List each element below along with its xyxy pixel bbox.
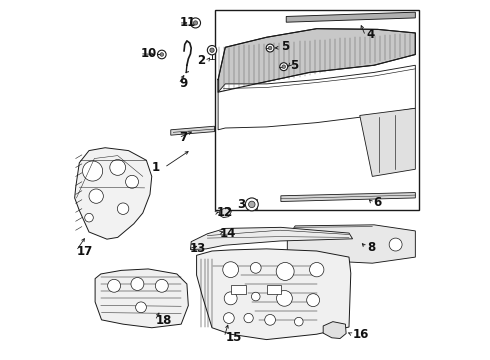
Bar (231, 285, 245, 294)
Polygon shape (74, 148, 152, 239)
Circle shape (251, 292, 260, 301)
Circle shape (389, 238, 402, 251)
Text: 4: 4 (367, 28, 375, 41)
Circle shape (155, 279, 168, 292)
Circle shape (276, 262, 294, 280)
Bar (215, 10, 419, 211)
Circle shape (244, 314, 253, 323)
Circle shape (125, 175, 139, 188)
Polygon shape (323, 321, 346, 338)
Circle shape (310, 262, 324, 277)
Circle shape (224, 292, 237, 305)
Polygon shape (218, 65, 416, 130)
Text: 9: 9 (180, 77, 188, 90)
Circle shape (194, 21, 197, 25)
Text: 12: 12 (216, 207, 233, 220)
Circle shape (223, 313, 234, 323)
Circle shape (266, 44, 274, 52)
Circle shape (82, 161, 102, 181)
Text: 5: 5 (281, 40, 289, 53)
Circle shape (160, 53, 164, 56)
Circle shape (269, 46, 272, 50)
Circle shape (85, 213, 93, 222)
Circle shape (207, 45, 217, 55)
Text: 7: 7 (180, 131, 188, 144)
Polygon shape (95, 269, 188, 328)
Text: 3: 3 (238, 198, 245, 211)
Polygon shape (171, 126, 215, 135)
Text: 17: 17 (77, 244, 94, 257)
Circle shape (131, 278, 144, 291)
Text: 14: 14 (220, 226, 236, 239)
Text: 16: 16 (353, 328, 369, 341)
Text: 10: 10 (141, 47, 157, 60)
Bar (267, 285, 281, 294)
Polygon shape (281, 193, 416, 202)
Polygon shape (191, 227, 353, 249)
Circle shape (223, 262, 239, 278)
Polygon shape (218, 29, 416, 92)
Text: 13: 13 (190, 242, 206, 255)
Circle shape (280, 63, 288, 71)
Circle shape (250, 262, 261, 273)
Text: 1: 1 (151, 161, 160, 174)
Polygon shape (219, 208, 231, 218)
Circle shape (110, 159, 125, 175)
Circle shape (191, 18, 200, 28)
Polygon shape (360, 108, 416, 176)
Circle shape (276, 291, 293, 306)
Text: 11: 11 (180, 17, 196, 30)
Text: 5: 5 (290, 59, 298, 72)
Text: 2: 2 (196, 54, 205, 67)
Text: 18: 18 (156, 314, 172, 327)
Circle shape (157, 50, 166, 59)
Circle shape (265, 315, 275, 325)
Circle shape (294, 318, 303, 326)
Text: 15: 15 (225, 330, 242, 343)
Circle shape (210, 48, 214, 52)
Circle shape (108, 279, 121, 292)
Polygon shape (196, 249, 351, 339)
Circle shape (117, 203, 129, 215)
Circle shape (307, 294, 319, 307)
Text: 6: 6 (373, 197, 382, 210)
Text: 8: 8 (367, 241, 375, 254)
Circle shape (248, 201, 255, 208)
Circle shape (89, 189, 103, 203)
Polygon shape (286, 12, 416, 22)
Circle shape (136, 302, 147, 313)
Circle shape (282, 65, 286, 68)
Circle shape (245, 198, 258, 211)
Polygon shape (287, 225, 416, 263)
